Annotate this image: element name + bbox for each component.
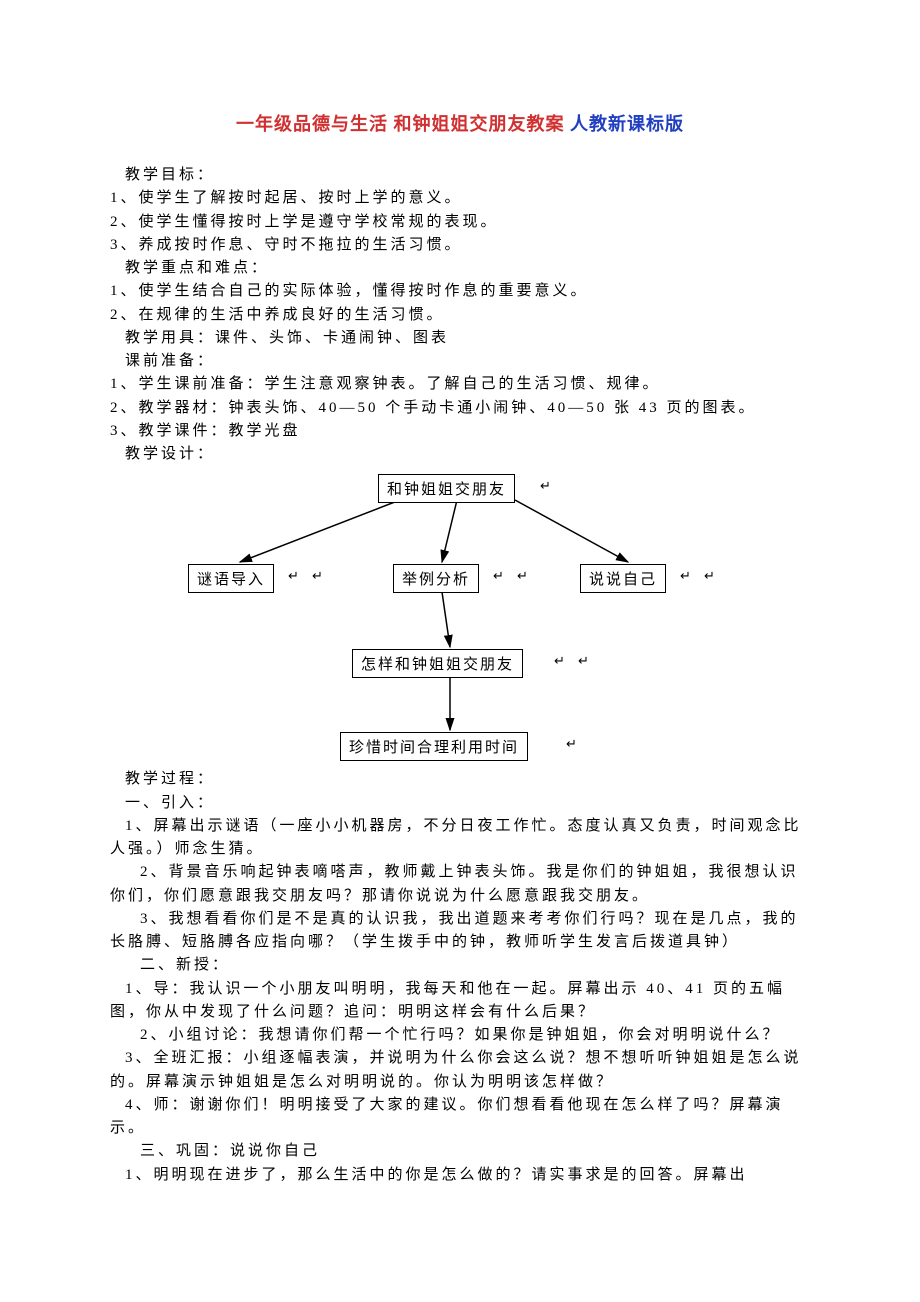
body-paragraph: 1、屏幕出示谜语（一座小小机器房，不分日夜工作忙。态度认真又负责，时间观念比人强… <box>110 815 810 862</box>
body-paragraph: 二、新授： <box>110 954 810 977</box>
body-paragraph: 课前准备： <box>110 350 810 373</box>
body-paragraph: 1、使学生了解按时起居、按时上学的意义。 <box>110 187 810 210</box>
body-paragraph: 3、教学课件：教学光盘 <box>110 420 810 443</box>
body-paragraph: 2、背景音乐响起钟表嘀嗒声，教师戴上钟表头饰。我是你们的钟姐姐，我很想认识你们，… <box>110 861 810 908</box>
flowchart-mark: ↵ <box>312 568 323 584</box>
document-page: 一年级品德与生活 和钟姐姐交朋友教案 人教新课标版 教学目标：1、使学生了解按时… <box>0 0 920 1247</box>
body-paragraph: 2、小组讨论：我想请你们帮一个忙行吗？如果你是钟姐姐，你会对明明说什么？ <box>110 1024 810 1047</box>
flowchart-node: 说说自己 <box>580 564 666 593</box>
title-part3: 人教新课标版 <box>570 114 684 134</box>
body-paragraph: 1、导：我认识一个小朋友叫明明，我每天和他在一起。屏幕出示 40、41 页的五幅… <box>110 978 810 1025</box>
flowchart-node: 珍惜时间合理利用时间 <box>340 732 528 761</box>
flowchart-mark: ↵ <box>517 568 528 584</box>
flowchart-mark: ↵ <box>704 568 715 584</box>
body-paragraph: 教学目标： <box>110 164 810 187</box>
body-paragraph: 教学设计： <box>110 443 810 466</box>
flowchart-mark: ↵ <box>554 653 565 669</box>
text-block-1: 教学目标：1、使学生了解按时起居、按时上学的意义。2、使学生懂得按时上学是遵守学… <box>110 164 810 466</box>
body-paragraph: 3、全班汇报：小组逐幅表演，并说明为什么你会这么说？想不想听听钟姐姐是怎么说的。… <box>110 1047 810 1094</box>
body-paragraph: 3、我想看看你们是不是真的认识我，我出道题来考考你们行吗？现在是几点，我的长胳膊… <box>110 908 810 955</box>
flowchart-node: 谜语导入 <box>188 564 274 593</box>
flowchart-mark: ↵ <box>288 568 299 584</box>
page-title: 一年级品德与生活 和钟姐姐交朋友教案 人教新课标版 <box>110 110 810 136</box>
flowchart-node: 怎样和钟姐姐交朋友 <box>352 649 523 678</box>
flowchart-mark: ↵ <box>578 653 589 669</box>
body-paragraph: 1、明明现在进步了，那么生活中的你是怎么做的？请实事求是的回答。屏幕出 <box>110 1164 810 1187</box>
body-paragraph: 2、在规律的生活中养成良好的生活习惯。 <box>110 304 810 327</box>
flowchart-mark: ↵ <box>680 568 691 584</box>
flowchart-mark: ↵ <box>540 478 551 494</box>
body-paragraph: 教学过程： <box>110 768 810 791</box>
flowchart-node: 举例分析 <box>393 564 479 593</box>
title-part2: 和钟姐姐交朋友教案 <box>394 114 565 134</box>
body-paragraph: 1、学生课前准备：学生注意观察钟表。了解自己的生活习惯、规律。 <box>110 373 810 396</box>
body-paragraph: 2、教学器材：钟表头饰、40—50 个手动卡通小闹钟、40—50 张 43 页的… <box>110 397 810 420</box>
flowchart: 和钟姐姐交朋友谜语导入 举例分析 说说自己怎样和钟姐姐交朋友珍惜时间合理利用时间 ↵ ↵… <box>180 474 740 764</box>
flowchart-node: 和钟姐姐交朋友 <box>378 474 515 503</box>
body-paragraph: 一、引入： <box>110 792 810 815</box>
title-part1: 一年级品德与生活 <box>236 114 388 134</box>
body-paragraph: 1、使学生结合自己的实际体验，懂得按时作息的重要意义。 <box>110 280 810 303</box>
body-paragraph: 教学重点和难点： <box>110 257 810 280</box>
body-paragraph: 教学用具：课件、头饰、卡通闹钟、图表 <box>110 327 810 350</box>
flowchart-mark: ↵ <box>493 568 504 584</box>
flowchart-arrows <box>180 474 740 764</box>
text-block-2: 教学过程：一、引入：1、屏幕出示谜语（一座小小机器房，不分日夜工作忙。态度认真又… <box>110 768 810 1187</box>
body-paragraph: 3、养成按时作息、守时不拖拉的生活习惯。 <box>110 234 810 257</box>
body-paragraph: 4、师：谢谢你们！明明接受了大家的建议。你们想看看他现在怎么样了吗？屏幕演示。 <box>110 1094 810 1141</box>
flowchart-mark: ↵ <box>566 736 577 752</box>
body-paragraph: 2、使学生懂得按时上学是遵守学校常规的表现。 <box>110 211 810 234</box>
body-paragraph: 三、巩固：说说你自己 <box>110 1140 810 1163</box>
